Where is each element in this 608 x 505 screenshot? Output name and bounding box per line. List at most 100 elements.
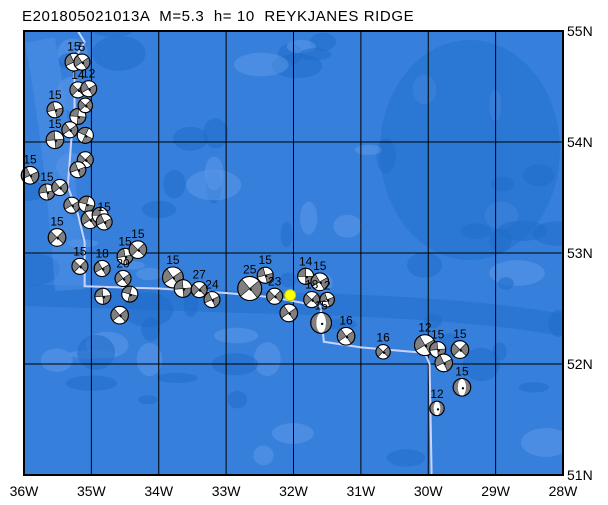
depth-label: 15: [48, 88, 62, 102]
bathymetry-patch: [354, 144, 383, 156]
beach-ball[interactable]: [76, 126, 94, 144]
beach-ball[interactable]: 15: [47, 215, 67, 247]
beach-ball[interactable]: [69, 107, 87, 125]
beach-ball[interactable]: 18: [303, 278, 321, 309]
depth-label: 15: [166, 253, 180, 267]
depth-label: 18: [95, 247, 109, 261]
bathymetry-patch: [380, 40, 560, 260]
beach-ball-outline: [46, 101, 64, 119]
beach-ball[interactable]: [63, 196, 81, 214]
p-axis-dot: [249, 288, 252, 291]
beach-ball[interactable]: [110, 305, 129, 325]
p-axis-dot: [103, 221, 107, 225]
beach-ball[interactable]: 23: [266, 274, 284, 305]
beach-ball-outline: [47, 228, 67, 247]
beach-ball[interactable]: [94, 287, 112, 305]
beach-ball[interactable]: 18: [93, 247, 111, 278]
beach-ball[interactable]: [51, 179, 69, 197]
beach-ball-outline: [256, 266, 274, 284]
p-axis-dot: [119, 314, 122, 318]
p-axis-dot: [382, 351, 386, 354]
dilatational-lobe: [316, 313, 326, 333]
latitude-label: 52N: [567, 356, 593, 372]
beach-ball-outline: [310, 312, 333, 334]
beach-ball[interactable]: 2: [319, 278, 335, 308]
p-axis-dot: [437, 349, 440, 352]
beach-ball[interactable]: [434, 353, 454, 373]
bathymetry-patch: [203, 118, 229, 149]
depth-label: 20: [116, 257, 130, 271]
depth-label: 12: [82, 67, 96, 81]
beach-ball[interactable]: [279, 303, 299, 323]
depth-label: 15: [314, 299, 328, 313]
p-axis-dot: [101, 268, 105, 271]
beach-ball[interactable]: 15: [128, 227, 148, 259]
beach-ball[interactable]: [61, 121, 79, 139]
beach-ball[interactable]: [121, 285, 139, 303]
bathymetry-patch: [24, 253, 60, 286]
beach-ball[interactable]: 27: [190, 268, 208, 299]
bathymetry-patch: [300, 201, 318, 235]
beach-ball[interactable]: 15: [452, 365, 472, 397]
beach-ball[interactable]: [78, 195, 96, 213]
beach-ball[interactable]: 15: [20, 153, 40, 185]
p-axis-dot: [305, 276, 308, 279]
bathymetry-patch: [521, 428, 563, 457]
bathymetry-patch: [136, 267, 163, 281]
beach-ball[interactable]: 15: [46, 88, 64, 119]
bathymetry-patch: [253, 342, 281, 377]
beach-ball[interactable]: 14: [69, 68, 87, 99]
beach-ball[interactable]: 16: [375, 331, 391, 360]
p-axis-dot: [54, 109, 58, 113]
beach-ball[interactable]: [77, 97, 94, 114]
depth-label: 5: [79, 40, 86, 54]
beach-ball[interactable]: [173, 279, 193, 298]
p-axis-dot: [319, 281, 322, 285]
longitude-label: 31W: [346, 483, 376, 499]
beach-ball[interactable]: 14: [297, 254, 315, 285]
beach-ball-outline: [237, 276, 263, 302]
beach-ball[interactable]: 24: [203, 278, 221, 309]
longitude-label: 35W: [77, 483, 107, 499]
beach-ball[interactable]: 20: [114, 257, 132, 288]
p-axis-dot: [88, 88, 91, 91]
p-axis-dot: [29, 175, 33, 178]
beach-ball-outline: [95, 213, 113, 231]
beach-ball[interactable]: 16: [336, 313, 356, 346]
beach-ball[interactable]: 15: [310, 259, 330, 292]
bathymetry-patch: [386, 449, 426, 467]
p-axis-dot: [85, 135, 88, 138]
beach-ball-outline: [450, 340, 470, 359]
depth-label: 15: [313, 259, 327, 273]
p-axis-dot: [288, 312, 291, 316]
bathymetry-patch: [309, 32, 337, 51]
beach-ball-outline: [80, 80, 98, 98]
p-axis-dot: [211, 299, 215, 302]
beach-ball[interactable]: 5: [73, 40, 91, 71]
p-axis-dot: [86, 203, 89, 207]
beach-ball[interactable]: 15: [71, 244, 89, 275]
beach-ball[interactable]: 15: [450, 327, 470, 359]
p-axis-dot: [102, 296, 106, 299]
beach-ball[interactable]: 12: [429, 387, 445, 417]
beach-ball[interactable]: 25: [237, 263, 263, 302]
beach-ball-outline: [45, 130, 65, 150]
p-axis-dot: [124, 256, 128, 259]
beach-ball-outline: [375, 344, 391, 360]
beach-ball[interactable]: 15: [45, 117, 65, 150]
beach-ball-outline: [161, 266, 184, 289]
beach-ball-outline: [77, 97, 94, 114]
longitude-label: 34W: [144, 483, 174, 499]
p-axis-dot: [326, 299, 330, 302]
depth-label: 16: [376, 331, 390, 345]
p-axis-dot: [320, 322, 324, 326]
beach-ball[interactable]: 12: [80, 67, 98, 98]
longitude-label: 36W: [10, 483, 40, 499]
p-axis-dot: [71, 205, 75, 208]
beach-ball[interactable]: [69, 161, 87, 179]
beach-ball-outline: [76, 126, 94, 144]
beach-ball[interactable]: 15: [310, 299, 333, 334]
beach-ball[interactable]: 15: [95, 200, 113, 231]
p-axis-dot: [56, 237, 60, 240]
beach-ball[interactable]: 15: [256, 253, 274, 284]
